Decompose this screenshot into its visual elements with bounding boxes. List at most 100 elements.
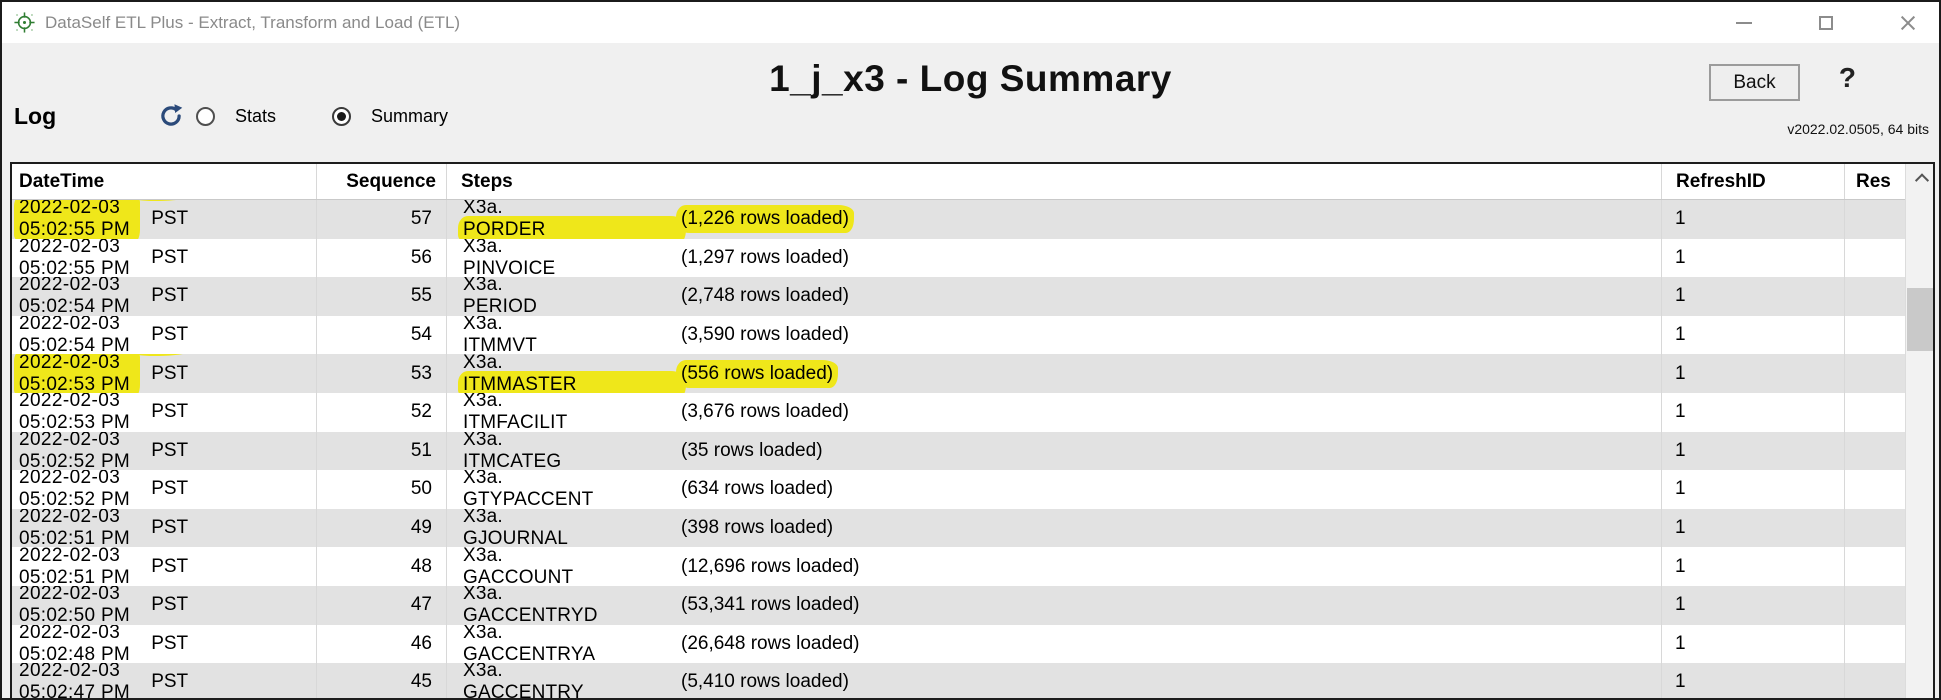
cell-refreshid: 1 <box>1662 392 1845 432</box>
cell-datetime: 2022-02-03 05:02:51 PM PST <box>12 508 317 548</box>
table-row[interactable]: 2022-02-03 05:02:55 PM PST 56 X3a. PINVOICE (1… <box>12 238 1905 278</box>
cell-res <box>1845 663 1905 698</box>
summary-radio[interactable] <box>332 106 352 126</box>
table-body: 2022-02-03 05:02:55 PM PST 57 X3a. PORDER (1,2… <box>12 200 1905 698</box>
table-row[interactable]: 2022-02-03 05:02:47 PM PST 45 X3a. GACCENTRY(… <box>12 663 1905 698</box>
cell-res <box>1845 625 1905 664</box>
timezone-text: PST <box>151 517 189 539</box>
step-name: GTYPACCENT <box>463 489 594 509</box>
cell-datetime: 2022-02-03 05:02:53 PM PST <box>12 392 317 432</box>
maximize-button[interactable] <box>1813 10 1839 36</box>
cell-sequence: 50 <box>317 470 447 509</box>
vertical-scrollbar[interactable] <box>1905 164 1933 698</box>
cell-sequence: 48 <box>317 547 447 586</box>
log-table: DateTime Sequence Steps RefreshID Res 20… <box>10 162 1935 700</box>
datetime-highlight-wrap: 2022-02-03 05:02:55 PM <box>14 200 141 239</box>
table-row[interactable]: 2022-02-03 05:02:52 PM PST 51 X3a. ITMCATEG (3… <box>12 431 1905 471</box>
cell-res <box>1845 316 1905 355</box>
cell-res <box>1845 470 1905 509</box>
scrollbar-thumb[interactable] <box>1907 288 1933 351</box>
table-header-row: DateTime Sequence Steps RefreshID Res <box>12 164 1905 200</box>
column-header-datetime[interactable]: DateTime <box>12 164 317 199</box>
table-row[interactable]: 2022-02-03 05:02:52 PM PST 50 X3a. GTYPACCENT… <box>12 470 1905 509</box>
column-header-refreshid[interactable]: RefreshID <box>1662 164 1845 199</box>
back-button[interactable]: Back <box>1709 64 1800 101</box>
timezone-text: PST <box>151 632 189 654</box>
close-button[interactable] <box>1895 10 1921 36</box>
app-logo-icon <box>14 12 35 33</box>
column-header-res[interactable]: Res <box>1856 170 1891 192</box>
cell-refreshid: 1 <box>1662 470 1845 509</box>
minimize-button[interactable] <box>1731 10 1757 36</box>
step-text: X3a. GTYPACCENT <box>463 470 681 509</box>
step-name: PORDER <box>458 216 686 239</box>
table-row[interactable]: 2022-02-03 05:02:51 PM PST 49 X3a. GJOURNAL (3… <box>12 508 1905 548</box>
time-text: 05:02:48 PM <box>19 643 131 664</box>
step-name: PERIOD <box>463 296 538 316</box>
table-row[interactable]: 2022-02-03 05:02:48 PM PST 46 X3a. GACCENTRYA… <box>12 624 1905 664</box>
stats-summary-radio-group: Stats Summary <box>184 106 448 127</box>
timezone-text: PST <box>151 362 189 384</box>
cell-steps: X3a. GACCENTRYD (53,341 rows loaded) <box>447 585 1662 625</box>
timezone-text: PST <box>151 401 189 423</box>
chevron-up-icon <box>1914 173 1929 188</box>
rows-loaded-text: (556 rows loaded) <box>676 359 839 388</box>
cell-steps: X3a. ITMMASTER (556 rows loaded) <box>447 354 1662 393</box>
log-section-label: Log <box>14 102 57 129</box>
help-icon[interactable]: ? <box>1838 62 1856 93</box>
time-text: 05:02:54 PM <box>19 335 131 355</box>
cell-datetime: 2022-02-03 05:02:53 PM PST <box>12 354 317 393</box>
date-text: 2022-02-03 <box>19 354 121 373</box>
time-text: 05:02:51 PM <box>19 528 131 548</box>
table-row[interactable]: 2022-02-03 05:02:53 PM PST 53 X3a. ITMMASTER(… <box>12 354 1905 393</box>
step-prefix: X3a. <box>463 200 503 219</box>
step-name: ITMMASTER <box>458 370 686 393</box>
step-prefix: X3a. <box>463 354 503 373</box>
table-row[interactable]: 2022-02-03 05:02:50 PM PST 47 X3a. GACCENTRYD… <box>12 585 1905 625</box>
step-text: X3a. GACCENTRYA <box>463 625 681 664</box>
time-text: 05:02:50 PM <box>19 605 131 625</box>
table-row[interactable]: 2022-02-03 05:02:55 PM PST 57 X3a. PORDER (1,2… <box>12 200 1905 239</box>
step-prefix: X3a. <box>463 547 503 566</box>
step-text: X3a. ITMMVT <box>463 316 681 355</box>
scrollbar-up-button[interactable] <box>1906 164 1933 194</box>
rows-loaded-text: (3,590 rows loaded) <box>681 324 849 346</box>
stats-radio[interactable] <box>196 106 215 126</box>
time-text: 05:02:52 PM <box>19 489 131 509</box>
table-row[interactable]: 2022-02-03 05:02:53 PM PST 52 X3a. ITMFACILIT… <box>12 392 1905 432</box>
table-row[interactable]: 2022-02-03 05:02:54 PM PST 54 X3a. ITMMVT (3,5… <box>12 315 1905 355</box>
summary-radio-label[interactable]: Summary <box>371 105 449 126</box>
cell-datetime: 2022-02-03 05:02:48 PM PST <box>12 624 317 664</box>
cell-datetime: 2022-02-03 05:02:47 PM PST <box>12 663 317 698</box>
datetime-highlight-wrap: 2022-02-03 05:02:52 PM <box>19 470 135 509</box>
date-text: 2022-02-03 <box>19 624 121 643</box>
minimize-icon <box>1736 21 1752 24</box>
refresh-icon[interactable] <box>158 103 184 129</box>
cell-sequence: 45 <box>317 663 447 698</box>
step-prefix: X3a. <box>463 508 503 528</box>
cell-refreshid: 1 <box>1662 431 1845 471</box>
column-header-steps[interactable]: Steps <box>447 164 1662 199</box>
version-text: v2022.02.0505, 64 bits <box>1787 121 1929 137</box>
cell-sequence: 53 <box>317 354 447 393</box>
cell-res <box>1845 586 1905 625</box>
column-header-sequence[interactable]: Sequence <box>317 164 447 199</box>
step-prefix: X3a. <box>463 431 503 450</box>
date-text: 2022-02-03 <box>19 663 121 682</box>
cell-sequence: 54 <box>317 315 447 355</box>
step-prefix: X3a. <box>463 624 503 643</box>
cell-datetime: 2022-02-03 05:02:52 PM PST <box>12 470 317 509</box>
step-text: X3a. GJOURNAL <box>463 509 681 548</box>
step-text: X3a. ITMMASTER <box>458 354 686 393</box>
table-row[interactable]: 2022-02-03 05:02:54 PM PST 55 X3a. PERIOD (2,7… <box>12 277 1905 316</box>
datetime-highlight-wrap: 2022-02-03 05:02:51 PM <box>19 509 135 548</box>
rows-loaded-text: (53,341 rows loaded) <box>681 594 860 616</box>
time-text: 05:02:53 PM <box>19 373 131 393</box>
stats-radio-label[interactable]: Stats <box>235 105 277 126</box>
step-name: GACCOUNT <box>463 566 574 586</box>
table-row[interactable]: 2022-02-03 05:02:51 PM PST 48 X3a. GACCOUNT (1… <box>12 547 1905 586</box>
timezone-text: PST <box>151 555 189 577</box>
cell-datetime: 2022-02-03 05:02:54 PM PST <box>12 277 317 316</box>
time-text: 05:02:53 PM <box>19 412 131 432</box>
